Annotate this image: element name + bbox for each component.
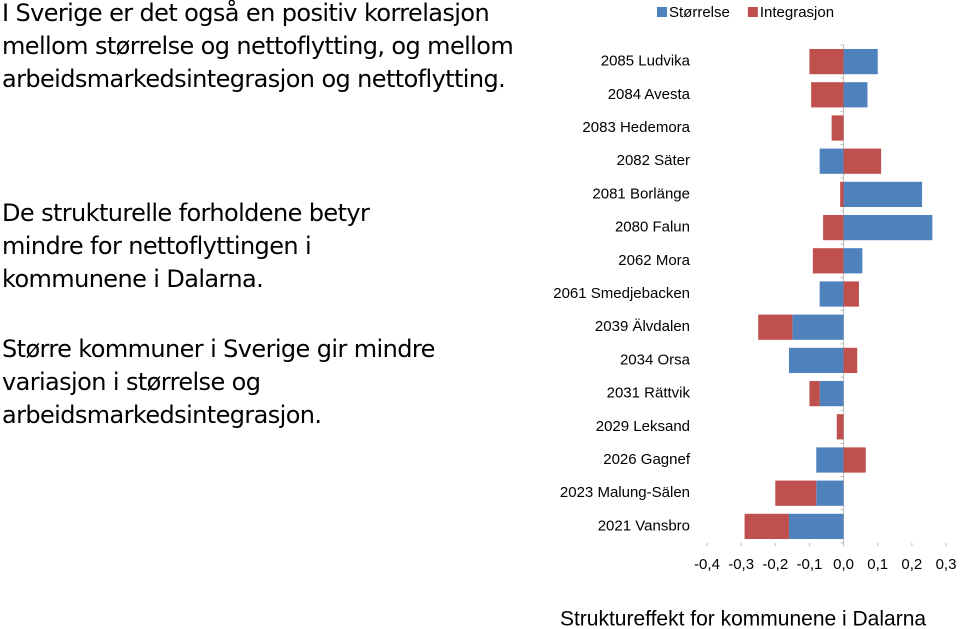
bar <box>758 314 793 340</box>
bar <box>809 380 820 407</box>
y-tick-label: 2084 Avesta <box>608 86 691 103</box>
bar <box>843 181 923 208</box>
bar <box>843 248 863 274</box>
bar <box>843 82 868 108</box>
bar <box>809 48 844 75</box>
x-axis-title: Struktureffekt for kommunene i Dalarna <box>560 608 926 629</box>
bar <box>836 414 844 440</box>
x-tick-label: -0,2 <box>762 556 788 573</box>
bar <box>775 480 817 506</box>
bar <box>831 115 844 141</box>
bar <box>819 148 844 174</box>
y-tick-label: 2061 Smedjebacken <box>553 285 690 302</box>
y-tick-label: 2080 Falun <box>615 219 690 236</box>
paragraph: Større kommuner i Sverige gir mindre var… <box>2 335 435 429</box>
y-tick-label: 2029 Leksand <box>596 418 690 435</box>
y-tick-label: 2023 Malung-Sälen <box>560 484 690 501</box>
x-tick-label: 0,2 <box>901 556 922 573</box>
y-tick-label: 2034 Orsa <box>620 351 691 368</box>
bar <box>843 281 859 307</box>
bar <box>819 380 844 407</box>
bar <box>811 82 844 108</box>
legend-label: Integrasjon <box>760 4 834 21</box>
x-tick-label: 0,3 <box>936 556 957 573</box>
bar <box>816 447 844 473</box>
y-tick-label: 2085 Ludvika <box>601 53 691 70</box>
y-tick-label: 2039 Älvdalen <box>595 318 690 335</box>
bar <box>840 181 844 208</box>
y-tick-label: 2031 Rättvik <box>607 385 691 402</box>
y-tick-label: 2021 Vansbro <box>598 517 690 534</box>
y-tick-label: 2062 Mora <box>618 252 690 269</box>
bar <box>843 214 933 241</box>
legend-swatch <box>747 7 758 17</box>
bar <box>819 281 844 307</box>
bar <box>823 214 844 241</box>
bar <box>788 347 844 374</box>
bar <box>812 248 844 274</box>
bar <box>792 314 844 340</box>
bar <box>843 48 878 75</box>
x-tick-label: -0,1 <box>796 556 822 573</box>
bar <box>843 447 866 473</box>
y-tick-label: 2026 Gagnef <box>603 451 691 468</box>
x-tick-label: 0,0 <box>833 556 854 573</box>
x-tick-label: -0,4 <box>694 556 720 573</box>
paragraph: De strukturelle forholdene betyr mindre … <box>2 199 370 293</box>
y-tick-label: 2081 Borlänge <box>592 185 690 202</box>
bar <box>816 480 844 506</box>
y-tick-label: 2083 Hedemora <box>582 119 690 136</box>
bar <box>744 513 789 540</box>
y-tick-label: 2082 Säter <box>617 152 690 169</box>
bar <box>843 148 882 174</box>
paragraph: I Sverige er det også en positiv korrela… <box>2 0 514 93</box>
x-tick-label: -0,3 <box>728 556 754 573</box>
bar <box>788 513 844 540</box>
legend-label: Størrelse <box>669 4 730 21</box>
legend-swatch <box>657 7 667 17</box>
bar <box>843 347 858 374</box>
x-tick-label: 0,1 <box>867 556 888 573</box>
